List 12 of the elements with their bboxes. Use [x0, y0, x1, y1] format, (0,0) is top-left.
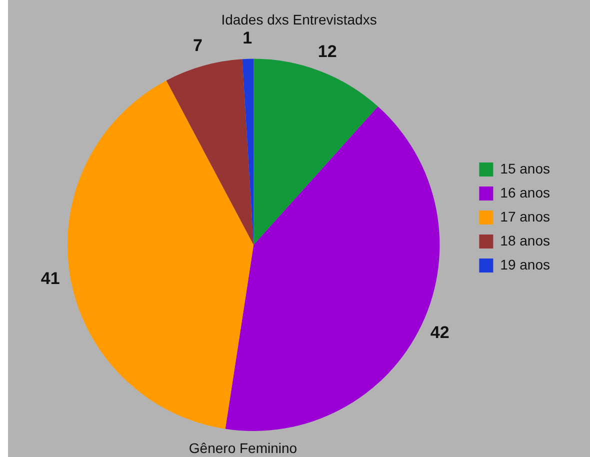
- data-label: 12: [318, 42, 337, 62]
- text: Gênero Feminino: [188, 440, 298, 456]
- data-label: 41: [40, 269, 60, 288]
- data-label: 42: [430, 322, 450, 342]
- chart-title: Idades dxs Entrevistadxs: [221, 11, 377, 28]
- legend-label: 16 anos: [500, 184, 550, 200]
- legend-label: 19 anos: [500, 256, 550, 272]
- data-label: 1: [242, 28, 252, 48]
- legend-label: 18 anos: [500, 232, 550, 248]
- legend-label: 17 anos: [500, 208, 550, 224]
- legend-label: 15 anos: [500, 160, 550, 176]
- data-label: 7: [192, 36, 202, 56]
